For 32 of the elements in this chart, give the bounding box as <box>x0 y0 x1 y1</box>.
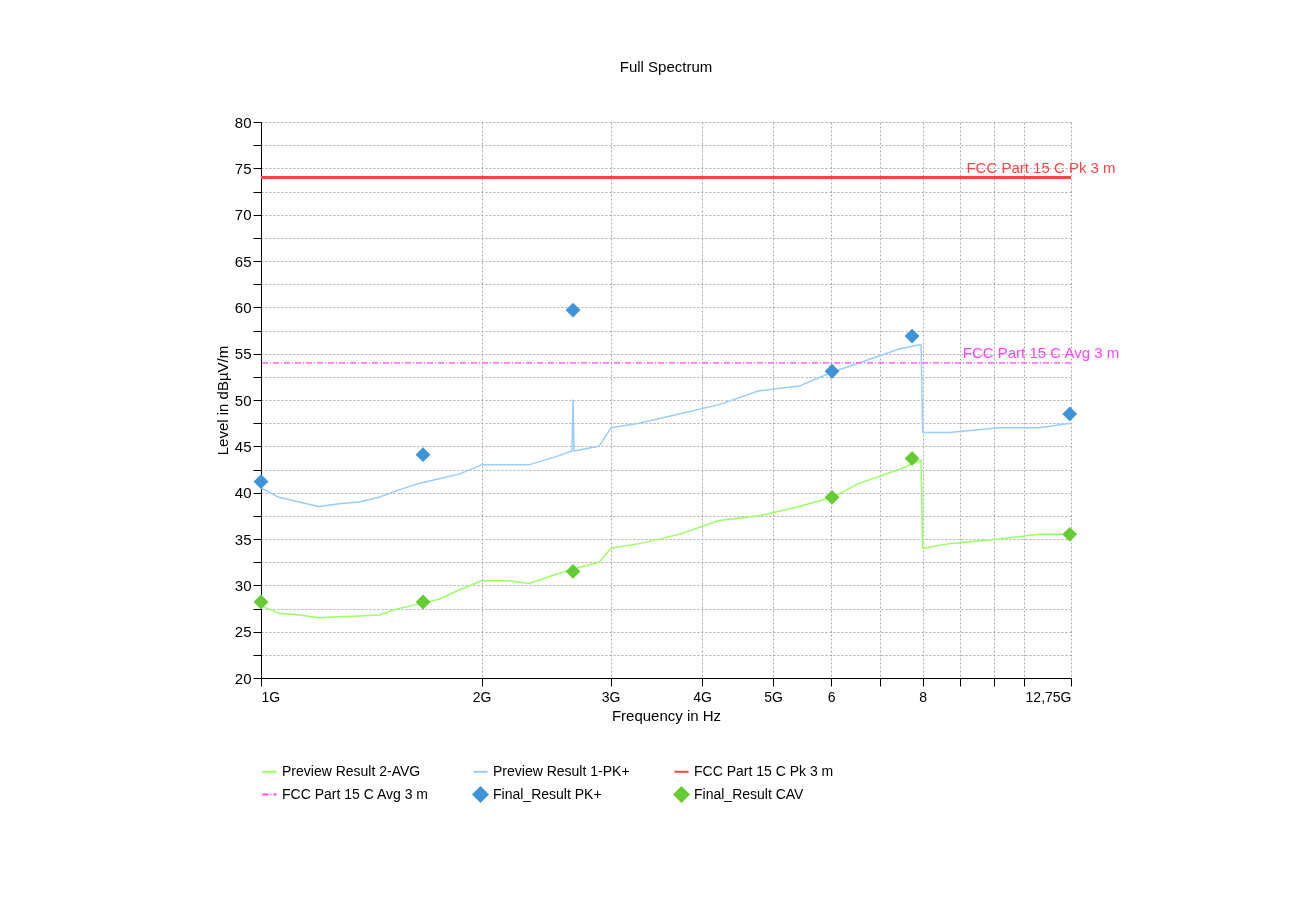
y-tick-label: 65 <box>234 252 252 270</box>
x-axis-title: Frequency in Hz <box>611 706 722 724</box>
chart-title: Full Spectrum <box>619 58 713 75</box>
y-tick-label: 20 <box>234 669 252 687</box>
x-tick-label: 2G <box>472 688 492 705</box>
ref-line-label: FCC Part 15 C Avg 3 m <box>962 343 1120 361</box>
y-tick-label: 45 <box>234 437 252 455</box>
x-tick-label: 4G <box>693 688 712 705</box>
y-axis-title: Level in dBµV/m <box>213 345 231 456</box>
legend-label: Final_Result PK+ <box>493 785 602 802</box>
x-tick-label: 8 <box>919 688 928 705</box>
text: FCC Part 15 C Pk 3 m <box>694 762 834 779</box>
y-tick-label: 70 <box>234 206 252 224</box>
y-tick-label: 80 <box>234 113 252 131</box>
legend-label: Preview Result 1-PK+ <box>493 762 630 779</box>
y-tick-label: 55 <box>234 345 252 363</box>
x-tick-label: 6 <box>827 688 836 705</box>
x-tick-label: 12,75G <box>1025 688 1072 705</box>
x-tick-label: 3G <box>601 688 621 705</box>
y-tick-label: 75 <box>234 159 252 177</box>
x-tick-label: 1G <box>261 688 281 705</box>
legend-label: Final_Result CAV <box>694 785 805 802</box>
y-tick-label: 40 <box>234 484 252 502</box>
ref-line-label: FCC Part 15 C Pk 3 m <box>966 158 1116 176</box>
y-tick-label: 35 <box>234 530 252 548</box>
legend-label: Preview Result 2-AVG <box>282 762 421 779</box>
text: FCC Part 15 C Avg 3 m <box>282 785 429 802</box>
x-tick-label: 5G <box>764 688 783 705</box>
y-tick-label: 25 <box>234 623 252 641</box>
y-tick-label: 30 <box>234 576 252 594</box>
y-tick-label: 60 <box>234 298 252 316</box>
y-tick-label: 50 <box>234 391 252 409</box>
